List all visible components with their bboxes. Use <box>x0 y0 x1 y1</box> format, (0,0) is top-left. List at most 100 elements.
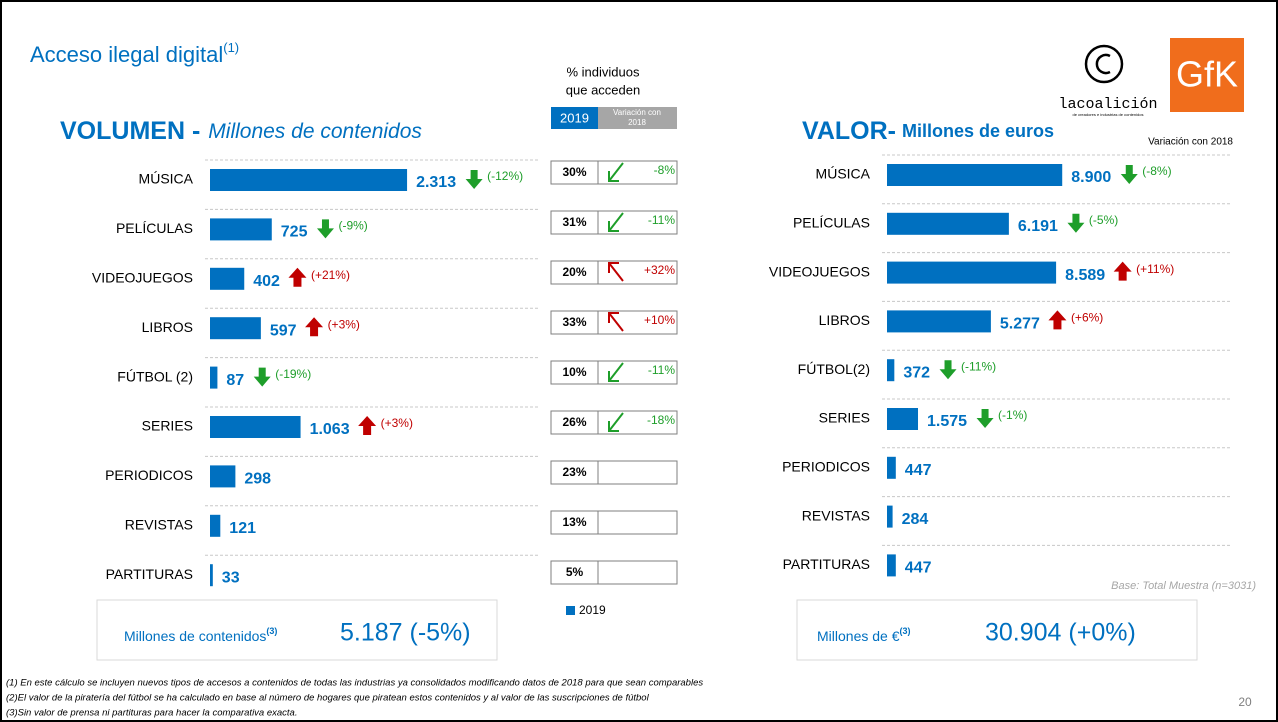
category-label: VIDEOJUEGOS <box>92 270 193 286</box>
value-label: 298 <box>244 471 271 488</box>
variation-header-box <box>598 107 677 129</box>
total-note: (3) <box>266 626 277 636</box>
variation-label: -11% <box>648 213 675 227</box>
change-label: (+6%) <box>1071 311 1103 325</box>
total-label-text: Millones de contenidos <box>124 628 266 644</box>
value-label: 33 <box>222 569 240 586</box>
variation-arrow-head <box>608 262 619 273</box>
change-label: (+21%) <box>311 268 350 282</box>
variation-arrow-head <box>608 312 619 323</box>
value-label: 725 <box>281 224 308 241</box>
value-label: 1.063 <box>310 421 350 438</box>
value-label: 284 <box>902 511 929 528</box>
gfk-logo <box>1170 38 1244 112</box>
access-value: 26% <box>562 415 586 429</box>
category-label: FÚTBOL (2) <box>117 368 193 384</box>
change-label: (-9%) <box>338 219 367 233</box>
category-label: REVISTAS <box>125 517 193 533</box>
category-label: SERIES <box>819 410 870 426</box>
value-label: 447 <box>905 462 932 479</box>
change-label: (-11%) <box>961 359 996 373</box>
value-total-label: Millones de €(3) <box>817 626 911 643</box>
bar <box>887 359 895 382</box>
access-value: 10% <box>562 365 586 379</box>
category-label: MÚSICA <box>139 171 194 187</box>
variation-arrow-shaft <box>608 412 624 432</box>
year-header: 2019 <box>560 110 589 125</box>
arrow-up <box>1113 261 1132 281</box>
value-title-text: VALOR- <box>802 117 896 145</box>
variation-header: Variación con <box>613 108 661 117</box>
total-note: (3) <box>900 626 911 636</box>
variation-arrow-head <box>608 221 619 232</box>
variation-arrow-head <box>608 171 619 182</box>
bar <box>210 564 213 587</box>
arrow-up <box>305 317 324 337</box>
access-value: 5% <box>566 565 584 579</box>
bar <box>887 261 1057 284</box>
category-label: PARTITURAS <box>783 556 870 572</box>
change-label: (-5%) <box>1089 213 1118 227</box>
bar <box>887 408 919 430</box>
category-label: PERIODICOS <box>782 459 870 475</box>
change-label: (-12%) <box>487 169 523 183</box>
title-note: (1) <box>223 40 239 55</box>
bar <box>210 317 261 340</box>
arrow-up <box>1048 310 1067 330</box>
slide-title: Acceso ilegal digital(1) <box>30 40 239 66</box>
access-box <box>550 260 678 285</box>
arrow-up <box>288 267 307 287</box>
value-label: 372 <box>903 364 930 381</box>
access-box <box>550 410 678 435</box>
value-label: 121 <box>229 520 256 537</box>
category-label: PARTITURAS <box>106 566 193 582</box>
value-label: 447 <box>905 560 932 577</box>
bar <box>887 505 893 528</box>
category-label: PELÍCULAS <box>793 215 870 231</box>
value-total-box <box>796 599 1198 661</box>
change-label: (-1%) <box>998 408 1027 422</box>
variation-label: +10% <box>644 313 675 327</box>
access-box <box>550 460 678 485</box>
footnote: (2)El valor de la piratería del fútbol s… <box>6 693 650 704</box>
variation-label: +32% <box>644 263 675 277</box>
change-header: Variación con 2018 <box>1148 137 1233 148</box>
value-label: 6.191 <box>1018 218 1058 235</box>
arrow-down <box>316 219 334 239</box>
access-title: que acceden <box>566 82 640 97</box>
variation-label: -18% <box>647 413 675 427</box>
coalition-logo-icon <box>1084 44 1124 84</box>
category-label: SERIES <box>142 418 193 434</box>
footnote: (1) En este cálculo se incluyen nuevos t… <box>6 678 703 689</box>
volume-subtitle: Millones de contenidos <box>208 120 422 143</box>
bar <box>210 218 272 241</box>
bar <box>210 366 218 389</box>
bar <box>210 416 301 438</box>
value-label: 8.589 <box>1065 267 1105 284</box>
variation-label: -8% <box>654 163 676 177</box>
bar <box>210 267 245 290</box>
change-label: (+3%) <box>328 317 360 331</box>
value-label: 5.277 <box>1000 316 1040 333</box>
category-label: PERIODICOS <box>105 467 193 483</box>
bar <box>887 456 896 479</box>
category-label: REVISTAS <box>802 507 870 523</box>
bar <box>210 514 221 537</box>
category-label: LIBROS <box>819 312 870 328</box>
value-label: 402 <box>253 273 280 290</box>
category-label: VIDEOJUEGOS <box>769 263 870 279</box>
access-value: 31% <box>562 215 586 229</box>
volume-total: 5.187 (-5%) <box>340 619 471 647</box>
variation-arrow-shaft <box>608 362 624 382</box>
value-label: 87 <box>226 372 244 389</box>
value-subtitle: Millones de euros <box>902 121 1054 141</box>
coalition-logo-c <box>1095 53 1111 75</box>
title-text: Acceso ilegal digital <box>30 42 223 67</box>
access-box <box>550 310 678 335</box>
volume-title: VOLUMEN - Millones de contenidos <box>60 117 422 145</box>
access-box <box>550 360 678 385</box>
change-label: (-19%) <box>275 367 311 381</box>
value-label: 2.313 <box>416 174 456 191</box>
variation-arrow-shaft <box>608 162 624 182</box>
